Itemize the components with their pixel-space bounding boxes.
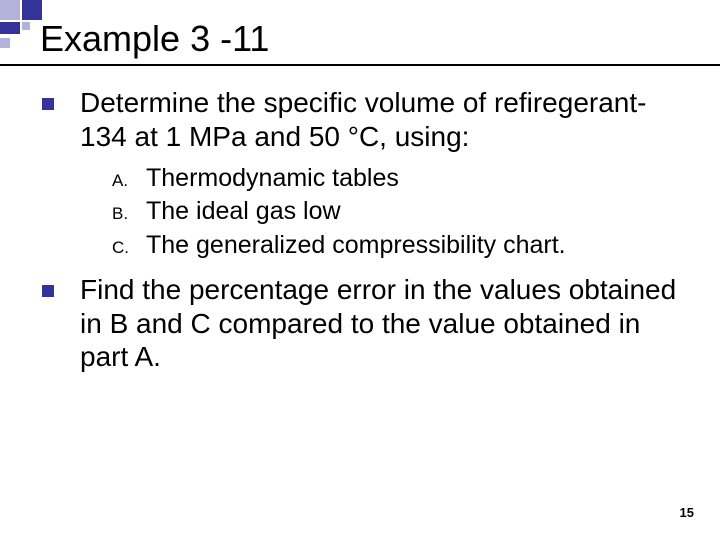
page-number: 15 (680, 505, 694, 520)
sub-letter: C. (112, 238, 146, 258)
sub-text: The generalized compressibility chart. (146, 230, 566, 261)
sub-item: C. The generalized compressibility chart… (112, 230, 680, 261)
bullet-square-icon (42, 285, 54, 297)
decoration-square (22, 22, 30, 30)
bullet-item: Determine the specific volume of refireg… (42, 86, 680, 153)
decoration-square (0, 0, 20, 20)
title-underline (0, 64, 720, 66)
decoration-square (0, 38, 10, 48)
sub-item: B. The ideal gas low (112, 196, 680, 227)
sub-text: The ideal gas low (146, 196, 341, 227)
sub-letter: B. (112, 204, 146, 224)
sub-text: Thermodynamic tables (146, 163, 399, 194)
bullet-item: Find the percentage error in the values … (42, 273, 680, 374)
decoration-square (0, 22, 20, 34)
bullet-text: Determine the specific volume of refireg… (80, 86, 680, 153)
bullet-text: Find the percentage error in the values … (80, 273, 680, 374)
sub-letter: A. (112, 171, 146, 191)
sub-item: A. Thermodynamic tables (112, 163, 680, 194)
slide-title: Example 3 -11 (40, 18, 269, 60)
bullet-square-icon (42, 98, 54, 110)
decoration-square (22, 0, 42, 20)
content-area: Determine the specific volume of refireg… (42, 86, 680, 384)
sub-list: A. Thermodynamic tables B. The ideal gas… (112, 163, 680, 261)
